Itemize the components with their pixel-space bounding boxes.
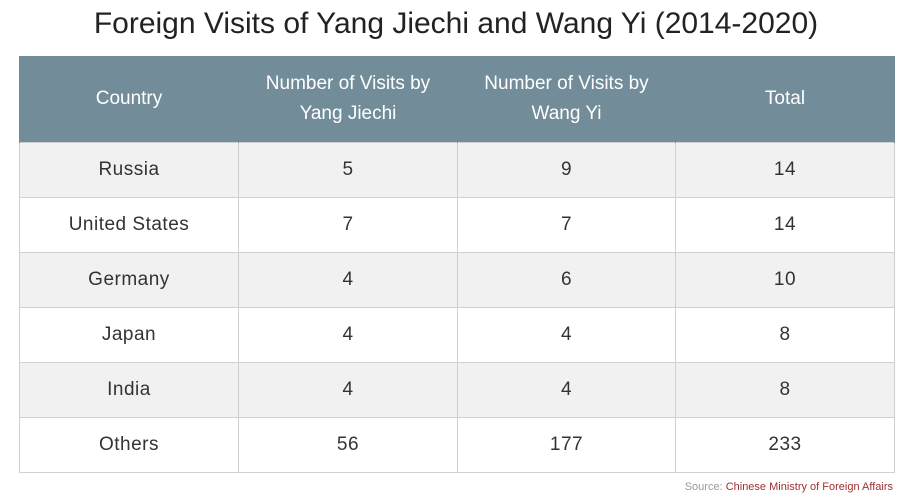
source-link[interactable]: Chinese Ministry of Foreign Affairs	[725, 481, 893, 493]
cell-total: 233	[675, 416, 895, 473]
column-header-total: Total	[675, 56, 895, 142]
table-header-row: Country Number of Visits by Yang Jiechi …	[19, 56, 895, 142]
source-note: Source: Chinese Ministry of Foreign Affa…	[685, 480, 893, 494]
cell-total: 14	[675, 196, 895, 253]
table-row: Germany 4 6 10	[19, 251, 895, 308]
cell-yang-visits: 7	[238, 196, 458, 253]
cell-country: Others	[19, 416, 239, 473]
cell-yang-visits: 56	[238, 416, 458, 473]
cell-yang-visits: 4	[238, 306, 458, 363]
cell-country: India	[19, 361, 239, 418]
cell-wang-visits: 6	[457, 251, 676, 308]
column-header-wang-yi: Number of Visits by Wang Yi	[457, 56, 676, 142]
table-row: United States 7 7 14	[19, 196, 895, 253]
column-header-yang-jiechi: Number of Visits by Yang Jiechi	[238, 56, 458, 142]
table-row: Japan 4 4 8	[19, 306, 895, 363]
cell-wang-visits: 4	[457, 361, 676, 418]
table-row: Others 56 177 233	[19, 416, 895, 473]
cell-total: 8	[675, 306, 895, 363]
table-row: India 4 4 8	[19, 361, 895, 418]
visits-table: Country Number of Visits by Yang Jiechi …	[19, 56, 895, 473]
cell-yang-visits: 5	[238, 141, 458, 198]
source-label: Source:	[684, 481, 723, 493]
cell-country: United States	[19, 196, 239, 253]
cell-total: 8	[675, 361, 895, 418]
table-row: Russia 5 9 14	[19, 141, 895, 198]
cell-wang-visits: 7	[457, 196, 676, 253]
cell-total: 10	[675, 251, 895, 308]
cell-wang-visits: 177	[457, 416, 676, 473]
cell-country: Germany	[19, 251, 239, 308]
cell-yang-visits: 4	[238, 251, 458, 308]
cell-wang-visits: 4	[457, 306, 676, 363]
cell-wang-visits: 9	[457, 141, 676, 198]
table-title: Foreign Visits of Yang Jiechi and Wang Y…	[93, 7, 819, 40]
cell-country: Japan	[19, 306, 239, 363]
column-header-country: Country	[19, 56, 239, 142]
cell-yang-visits: 4	[238, 361, 458, 418]
cell-total: 14	[675, 141, 895, 198]
cell-country: Russia	[19, 141, 239, 198]
